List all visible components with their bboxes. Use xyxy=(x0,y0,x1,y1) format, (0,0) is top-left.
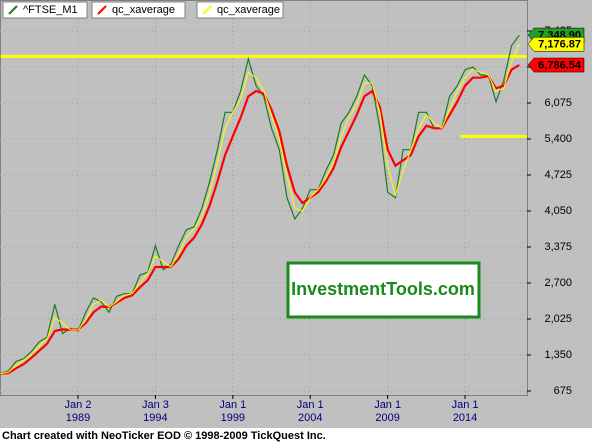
legend-swatch xyxy=(8,5,18,15)
legend-label: qc_xaverage xyxy=(112,4,175,16)
series-line xyxy=(0,43,520,375)
series-line xyxy=(0,34,520,375)
legend-swatch xyxy=(202,5,212,15)
footer: Chart created with NeoTicker EOD © 1998-… xyxy=(2,430,326,442)
legend-swatch xyxy=(97,5,107,15)
y-tick-label: 4,725 xyxy=(544,169,572,181)
watermark-box xyxy=(286,261,481,319)
y-tick-label: 3,375 xyxy=(544,241,572,253)
x-tick-label: Jan 2 1989 xyxy=(64,399,92,424)
value-label: 7,176.87 xyxy=(538,39,581,51)
y-tick-label: 2,025 xyxy=(544,313,572,325)
y-tick-label: 5,400 xyxy=(544,133,572,145)
x-tick-label: Jan 1 1999 xyxy=(219,399,247,424)
x-tick-label: Jan 1 2004 xyxy=(296,399,324,424)
background xyxy=(0,0,592,428)
value-label-box xyxy=(527,36,585,52)
value-label-box xyxy=(527,57,585,73)
x-tick-label: Jan 1 2014 xyxy=(451,399,479,424)
series-line xyxy=(0,64,520,375)
x-tick-label: Jan 3 1994 xyxy=(141,399,169,424)
y-tick-label: 6,075 xyxy=(544,97,572,109)
legend-label: ^FTSE_M1 xyxy=(23,4,78,16)
watermark: InvestmentTools.com xyxy=(291,279,475,299)
y-tick-label: 675 xyxy=(554,385,572,397)
legend-label: qc_xaverage xyxy=(217,4,280,16)
legend-box xyxy=(2,1,88,19)
legend-box xyxy=(196,1,284,19)
value-label: 6,786.54 xyxy=(538,59,582,71)
y-tick-label: 1,350 xyxy=(544,349,572,361)
y-tick-label: 2,700 xyxy=(544,277,572,289)
y-tick-label: 4,050 xyxy=(544,205,572,217)
x-tick-label: Jan 1 2009 xyxy=(374,399,402,424)
legend-box xyxy=(91,1,186,19)
plot-frame xyxy=(0,0,528,396)
